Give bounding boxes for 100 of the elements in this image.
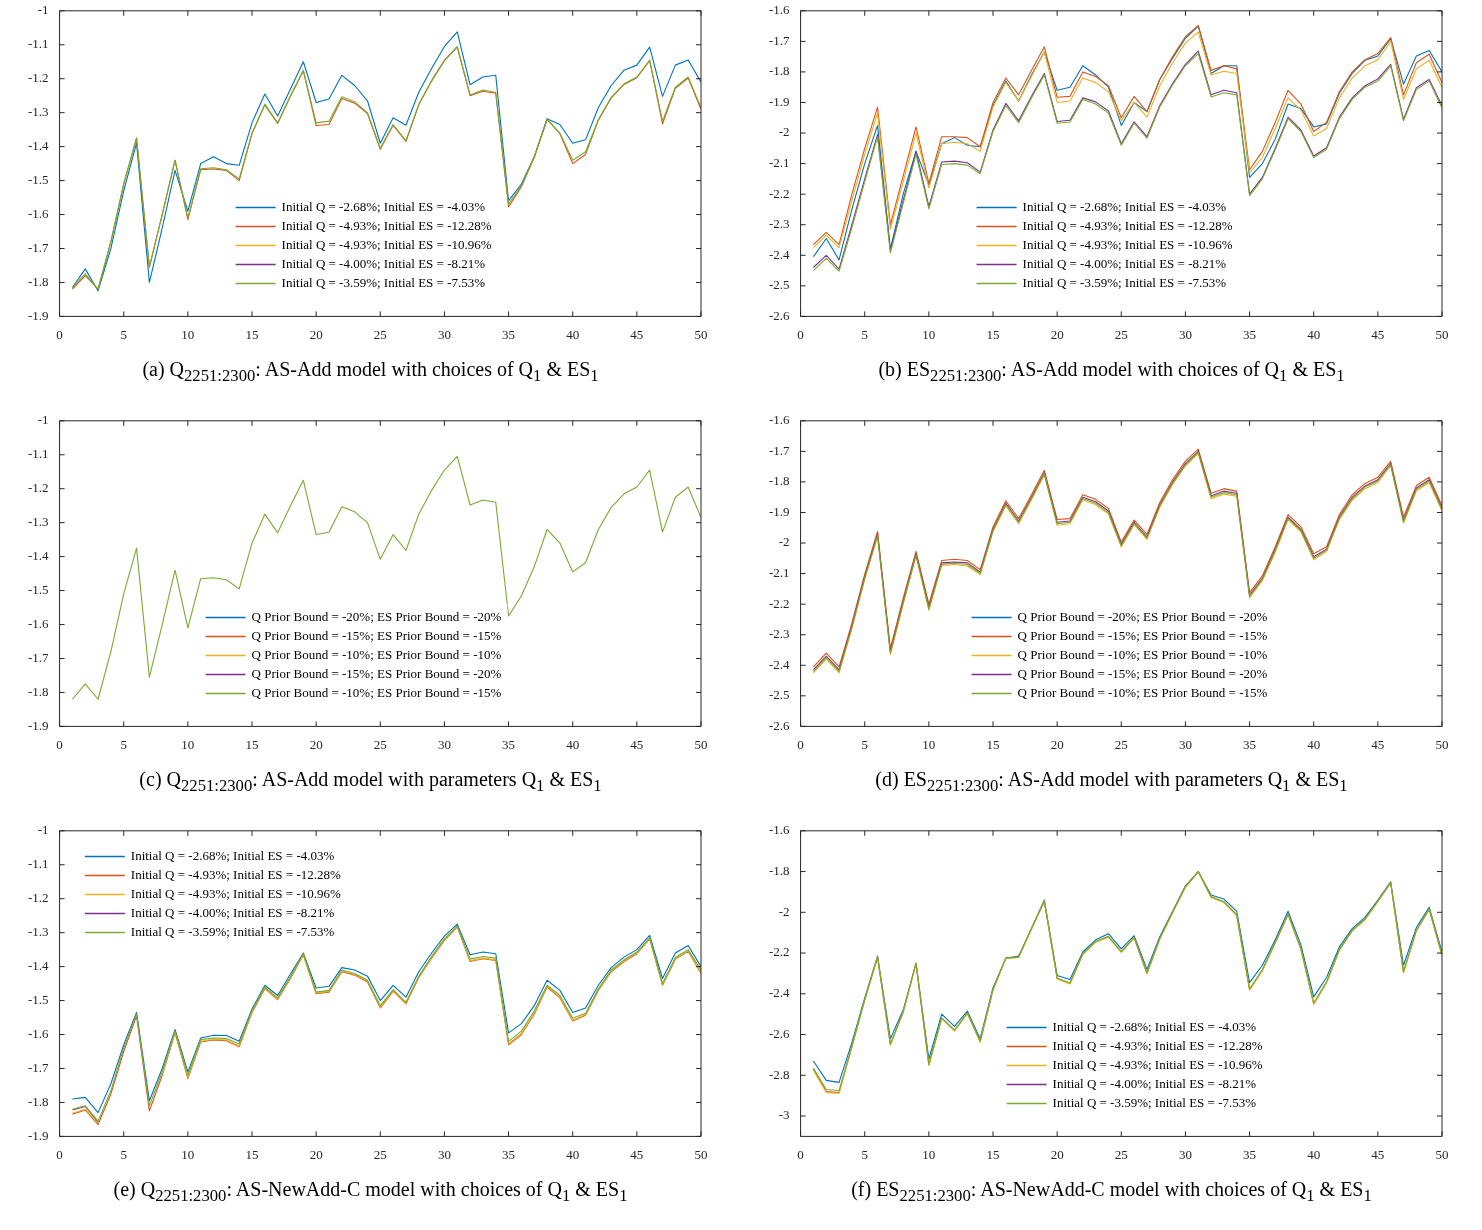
legend-label: Initial Q = -3.59%; Initial ES = -7.53%	[1052, 1094, 1256, 1110]
legend-label: Initial Q = -3.59%; Initial ES = -7.53%	[281, 274, 485, 290]
x-tick-label: 40	[565, 1146, 579, 1162]
x-tick-label: 10	[921, 1146, 935, 1162]
text: (d) ES$_{2251:2300}$: AS-Add model with parameters Q$_{1}$ & ES$_{1}$	[875, 768, 1348, 796]
x-tick-label: 50	[1435, 326, 1448, 342]
x-tick-label: 20	[1050, 1146, 1064, 1162]
x-tick-label: 30	[437, 736, 451, 752]
legend-label: Initial Q = -2.68%; Initial ES = -4.03%	[281, 198, 485, 214]
x-tick-label: 10	[180, 326, 194, 342]
y-tick-label: -1.7	[27, 239, 49, 255]
x-tick-label: 40	[1306, 736, 1320, 752]
x-tick-label: 10	[921, 326, 935, 342]
y-tick-label: -1	[37, 822, 49, 838]
text: (e) Q$_{2251:2300}$: AS-NewAdd-C model with choices of Q$_{1}$ & ES$_{1}$	[113, 1178, 628, 1206]
x-tick-label: 35	[501, 1146, 515, 1162]
y-tick-label: -1.7	[768, 442, 790, 458]
x-tick-label: 25	[1114, 736, 1128, 752]
x-tick-label: 35	[1242, 736, 1256, 752]
x-tick-label: 20	[1050, 326, 1064, 342]
y-tick-label: -2	[778, 534, 790, 550]
text: (b) ES$_{2251:2300}$: AS-Add model with choices of Q$_{1}$ & ES$_{1}$	[878, 358, 1345, 386]
legend-label: Initial Q = -4.93%; Initial ES = -10.96%	[281, 236, 492, 252]
y-tick-label: -1.8	[27, 683, 49, 699]
y-tick-label: -1.1	[27, 446, 49, 462]
y-tick-label: -1.2	[27, 480, 49, 496]
x-tick-label: 50	[1435, 736, 1448, 752]
x-tick-label: 45	[1370, 326, 1384, 342]
y-tick-label: -2.6	[768, 717, 790, 733]
x-tick-label: 10	[921, 736, 935, 752]
y-tick-label: -1.2	[27, 890, 49, 906]
x-tick-label: 5	[119, 1146, 127, 1162]
x-tick-label: 15	[986, 1146, 1000, 1162]
y-tick-label: -1.8	[27, 273, 49, 289]
x-tick-label: 25	[373, 736, 387, 752]
x-tick-label: 35	[1242, 326, 1256, 342]
legend-label: Initial Q = -4.93%; Initial ES = -12.28%	[1022, 217, 1233, 233]
y-tick-label: -1.6	[27, 1025, 49, 1041]
y-tick-label: -1.1	[27, 36, 49, 52]
x-tick-label: 30	[1178, 1146, 1192, 1162]
y-tick-label: -1	[37, 412, 49, 428]
y-tick-label: -2.1	[768, 155, 790, 171]
legend-label: Initial Q = -4.00%; Initial ES = -8.21%	[130, 904, 334, 920]
y-tick-label: -1.9	[27, 307, 49, 323]
y-tick-label: -1.3	[27, 104, 49, 120]
legend-label: Initial Q = -3.59%; Initial ES = -7.53%	[130, 923, 334, 939]
text: (a) Q$_{2251:2300}$: AS-Add model with choices of Q$_{1}$ & ES$_{1}$	[142, 358, 599, 386]
legend-label: Q Prior Bound = -10%; ES Prior Bound = -10%	[1017, 646, 1267, 662]
y-tick-label: -2.2	[768, 595, 790, 611]
y-tick-label: -1.6	[768, 2, 790, 18]
x-tick-label: 30	[437, 326, 451, 342]
x-tick-label: 45	[629, 1146, 643, 1162]
x-tick-label: 25	[373, 1146, 387, 1162]
x-tick-label: 15	[245, 326, 259, 342]
y-tick-label: -1.7	[27, 1059, 49, 1075]
x-tick-label: 35	[1242, 1146, 1256, 1162]
legend-label: Q Prior Bound = -15%; ES Prior Bound = -20%	[1017, 665, 1267, 681]
legend-label: Q Prior Bound = -15%; ES Prior Bound = -15%	[251, 627, 501, 643]
x-tick-label: 25	[373, 326, 387, 342]
x-tick-label: 0	[55, 1146, 63, 1162]
legend-label: Initial Q = -2.68%; Initial ES = -4.03%	[1022, 198, 1226, 214]
legend-label: Initial Q = -4.93%; Initial ES = -12.28%	[281, 217, 492, 233]
y-tick-label: -2.6	[768, 307, 790, 323]
legend-label: Q Prior Bound = -10%; ES Prior Bound = -15%	[251, 684, 501, 700]
legend-label: Initial Q = -4.93%; Initial ES = -12.28%	[1052, 1037, 1263, 1053]
y-tick-label: -1	[37, 2, 49, 18]
x-tick-label: 40	[565, 736, 579, 752]
legend-label: Initial Q = -4.93%; Initial ES = -10.96%	[1022, 236, 1233, 252]
y-tick-label: -2.4	[768, 656, 790, 672]
x-tick-label: 0	[55, 736, 63, 752]
x-tick-label: 5	[860, 326, 868, 342]
y-tick-label: -2.6	[768, 1025, 790, 1041]
y-tick-label: -1.9	[768, 503, 790, 519]
x-tick-label: 5	[860, 736, 868, 752]
x-tick-label: 20	[309, 736, 323, 752]
legend-label: Q Prior Bound = -15%; ES Prior Bound = -20%	[251, 665, 501, 681]
legend-label: Initial Q = -2.68%; Initial ES = -4.03%	[1052, 1018, 1256, 1034]
legend-label: Initial Q = -4.93%; Initial ES = -10.96%	[1052, 1056, 1263, 1072]
legend-label: Initial Q = -4.00%; Initial ES = -8.21%	[1052, 1075, 1256, 1091]
x-tick-label: 20	[309, 1146, 323, 1162]
legend-label: Q Prior Bound = -15%; ES Prior Bound = -15%	[1017, 627, 1267, 643]
legend-label: Initial Q = -4.93%; Initial ES = -10.96%	[130, 885, 341, 901]
y-tick-label: -2.2	[768, 185, 790, 201]
x-tick-label: 45	[629, 736, 643, 752]
x-tick-label: 0	[796, 736, 804, 752]
x-tick-label: 35	[501, 736, 515, 752]
y-tick-label: -1.6	[768, 412, 790, 428]
legend-label: Initial Q = -2.68%; Initial ES = -4.03%	[130, 847, 334, 863]
x-tick-label: 30	[1178, 736, 1192, 752]
x-tick-label: 40	[565, 326, 579, 342]
x-tick-label: 25	[1114, 1146, 1128, 1162]
x-tick-label: 45	[629, 326, 643, 342]
x-tick-label: 10	[180, 736, 194, 752]
x-tick-label: 20	[1050, 736, 1064, 752]
legend-label: Q Prior Bound = -10%; ES Prior Bound = -15%	[1017, 684, 1267, 700]
y-tick-label: -3	[778, 1107, 790, 1123]
y-tick-label: -1.8	[768, 473, 790, 489]
y-tick-label: -2.2	[768, 944, 790, 960]
y-tick-label: -1.7	[768, 32, 790, 48]
y-tick-label: -1.4	[27, 548, 49, 564]
